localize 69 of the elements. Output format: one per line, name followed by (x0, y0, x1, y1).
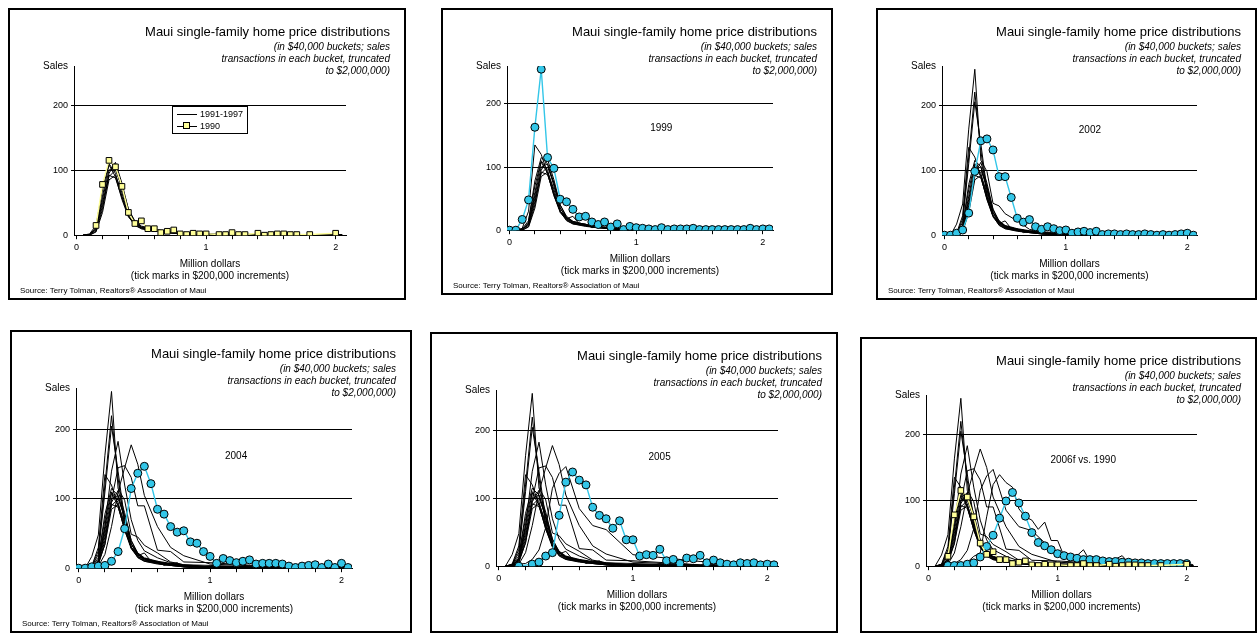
x-axis-title: Million dollars (tick marks in $200,000 increments) (134, 590, 294, 614)
x-axis-title: Million dollars (tick marks in $200,000 increments) (557, 588, 717, 612)
chart-subtitle: (in $40,000 buckets; sales transactions in each bucket, truncated to $2,000,000) (1071, 370, 1241, 406)
y-tick-label: 200 (52, 99, 69, 110)
chart-title: Maui single-family home price distributions (996, 24, 1241, 39)
source-note: Source: Terry Tolman, Realtors® Association of Maui (453, 281, 640, 290)
x-tick-label: 1 (1055, 573, 1061, 584)
x-tick-label: 2 (1184, 242, 1190, 253)
y-tick-label: 0 (931, 229, 937, 240)
x-tick-label: 1 (203, 242, 209, 253)
x-tick-label: 2 (333, 242, 339, 253)
y-tick-label: 200 (920, 99, 937, 110)
y-tick-label: 200 (54, 424, 71, 435)
chart-title: Maui single-family home price distributions (577, 348, 822, 363)
y-tick-label: 100 (52, 164, 69, 175)
x-tick-label: 2 (764, 573, 770, 584)
annotation: 2005 (648, 450, 672, 462)
source-note: Source: Terry Tolman, Realtors® Association of Maui (20, 286, 207, 295)
y-axis-title: Sales (465, 383, 491, 395)
y-tick-label: 100 (920, 164, 937, 175)
source-note: Source: Terry Tolman, Realtors® Association of Maui (888, 286, 1075, 295)
y-axis-title: Sales (476, 59, 502, 71)
x-axis-title: Million dollars (tick marks in $200,000 increments) (982, 588, 1141, 612)
annotation: 2002 (1078, 124, 1102, 136)
x-tick-label: 1 (630, 573, 636, 584)
y-axis-title: Sales (911, 59, 937, 71)
x-axis-title: Million dollars (tick marks in $200,000 increments) (560, 252, 720, 276)
y-tick-label: 200 (904, 428, 921, 439)
y-axis-title: Sales (45, 381, 71, 393)
y-tick-label: 0 (915, 560, 921, 571)
x-tick-label: 1 (633, 237, 639, 248)
y-tick-label: 200 (485, 98, 502, 109)
chart-subtitle: (in $40,000 buckets; sales transactions in each bucket, truncated to $2,000,000) (226, 363, 396, 399)
y-tick-label: 100 (485, 161, 502, 172)
chart-subtitle: (in $40,000 buckets; sales transactions in each bucket, truncated to $2,000,000) (652, 365, 822, 401)
x-axis-title: Million dollars (tick marks in $200,000 increments) (990, 257, 1149, 281)
y-axis-title: Sales (43, 59, 69, 71)
y-tick-label: 100 (474, 492, 491, 503)
x-tick-label: 2 (760, 237, 766, 248)
x-tick-label: 1 (1063, 242, 1069, 253)
y-tick-label: 100 (904, 494, 921, 505)
x-axis-title: Million dollars (tick marks in $200,000 increments) (130, 257, 290, 281)
y-tick-label: 100 (54, 493, 71, 504)
y-axis-title: Sales (895, 388, 921, 400)
source-note: Source: Terry Tolman, Realtors® Association of Maui (22, 619, 209, 628)
y-tick-label: 0 (485, 560, 491, 571)
chart-subtitle: (in $40,000 buckets; sales transactions in each bucket, truncated to $2,000,000) (1071, 41, 1241, 77)
legend-label: 1990 (200, 121, 221, 132)
y-tick-label: 0 (496, 224, 502, 235)
x-tick-label: 0 (74, 242, 80, 253)
annotation: 2006f vs. 1990 (1050, 453, 1117, 465)
chart-title: Maui single-family home price distributions (151, 346, 396, 361)
x-tick-label: 0 (941, 242, 947, 253)
annotation: 2004 (224, 450, 248, 462)
chart-title: Maui single-family home price distributions (145, 24, 390, 39)
x-tick-label: 0 (76, 575, 82, 586)
x-tick-label: 2 (1184, 573, 1190, 584)
y-tick-label: 200 (474, 425, 491, 436)
annotation: 1999 (650, 122, 673, 134)
chart-subtitle: (in $40,000 buckets; sales transactions in each bucket, truncated to $2,000,000) (220, 41, 390, 77)
x-tick-label: 2 (338, 575, 344, 586)
y-tick-label: 0 (63, 229, 69, 240)
x-tick-label: 1 (207, 575, 213, 586)
legend-label: 1991-1997 (200, 109, 244, 120)
chart-title: Maui single-family home price distributions (572, 24, 817, 39)
x-tick-label: 0 (507, 237, 513, 248)
y-tick-label: 0 (65, 562, 71, 573)
chart-subtitle: (in $40,000 buckets; sales transactions in each bucket, truncated to $2,000,000) (647, 41, 817, 77)
chart-title: Maui single-family home price distributions (996, 353, 1241, 368)
